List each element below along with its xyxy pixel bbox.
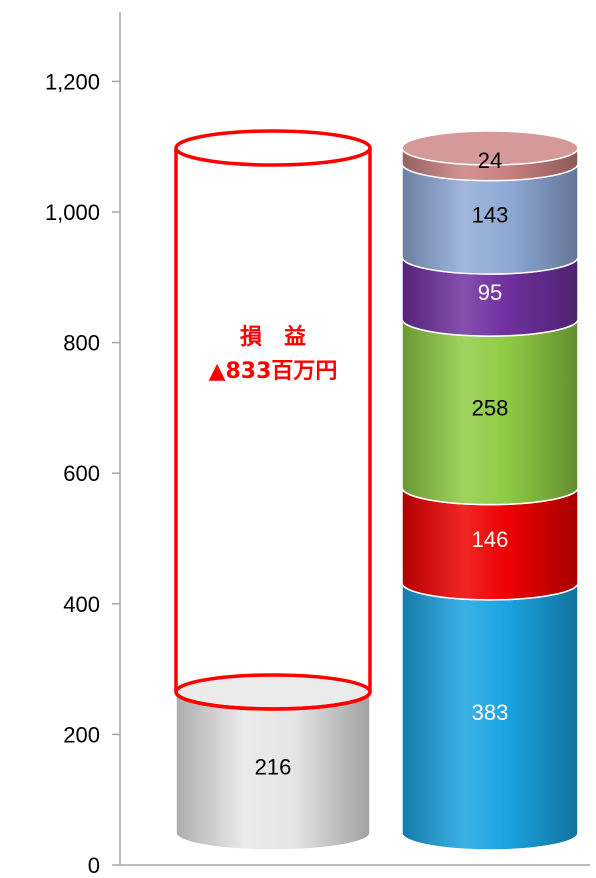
data-label: 95 — [478, 280, 502, 305]
loss-outline-top — [174, 129, 372, 167]
y-tick-label: 800 — [63, 331, 100, 356]
loss-outline-bottom-rim — [174, 673, 372, 711]
y-tick-label: 1,000 — [45, 200, 100, 225]
bar-segment — [401, 486, 579, 601]
data-label: 258 — [472, 395, 509, 420]
data-labels: 216 損 益 ▲833百万円 383 146 258 95 143 24 — [209, 148, 509, 780]
loss-outline-body — [174, 148, 372, 711]
y-tick-label: 400 — [63, 592, 100, 617]
data-label: 216 — [255, 754, 292, 779]
data-label: 383 — [472, 700, 509, 725]
bar-segment — [401, 162, 579, 275]
y-axis: 0 200 400 600 800 1,000 1,200 — [45, 12, 590, 878]
bar-segment — [401, 582, 579, 851]
bar-segment — [401, 256, 579, 337]
bar-segment-top — [401, 130, 579, 166]
bars — [174, 129, 579, 851]
data-label: 143 — [472, 202, 509, 227]
y-tick-label: 0 — [88, 853, 100, 878]
data-label: 24 — [478, 148, 502, 173]
y-tick-label: 600 — [63, 461, 100, 486]
loss-annotation-amount: ▲833百万円 — [209, 359, 338, 384]
y-tick-label: 200 — [63, 722, 100, 747]
y-tick-label: 1,200 — [45, 69, 100, 94]
data-label: 146 — [472, 527, 509, 552]
loss-annotation-title: 損 益 — [240, 324, 306, 350]
bar-segment — [401, 318, 579, 506]
bar-segment — [175, 691, 371, 851]
